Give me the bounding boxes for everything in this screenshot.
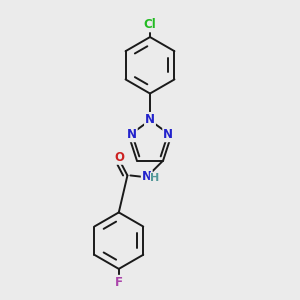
Text: N: N [145, 113, 155, 126]
Text: N: N [142, 170, 152, 184]
Text: N: N [163, 128, 173, 141]
Text: F: F [115, 276, 123, 289]
Text: Cl: Cl [144, 18, 156, 32]
Text: O: O [114, 151, 124, 164]
Text: N: N [127, 128, 137, 141]
Text: H: H [151, 173, 160, 183]
